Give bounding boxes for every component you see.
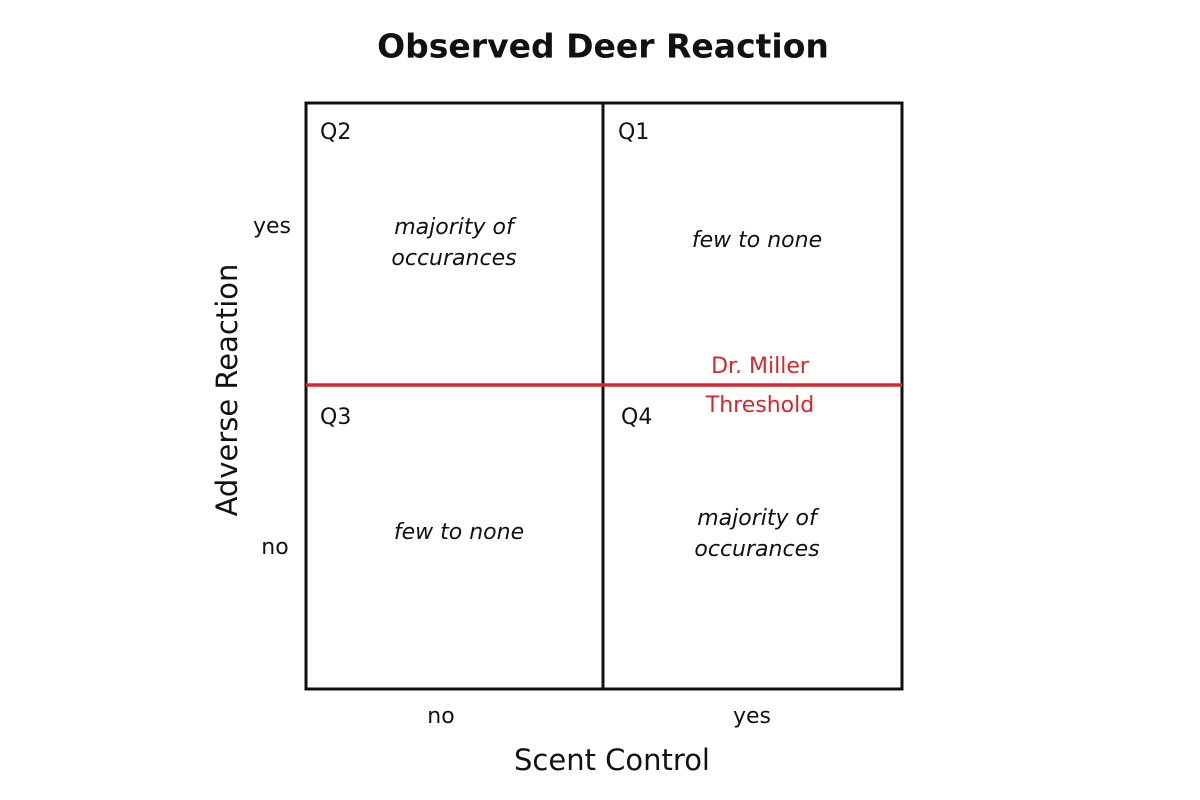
- quadrant-text: majority of: [697, 506, 820, 531]
- x-category: no: [427, 704, 454, 729]
- x-axis-title: Scent Control: [514, 743, 710, 777]
- y-axis-title: Adverse Reaction: [210, 264, 244, 517]
- threshold-label: Dr. Miller: [711, 354, 810, 379]
- y-category: no: [261, 535, 288, 560]
- quadrant-label: Q4: [621, 405, 652, 430]
- title: Observed Deer Reaction: [377, 27, 829, 66]
- x-category: yes: [733, 704, 771, 729]
- quadrant-label: Q3: [320, 405, 351, 430]
- quadrant-text: occurances: [391, 246, 516, 271]
- quadrant-text: few to none: [394, 520, 524, 545]
- quadrant-text: few to none: [692, 228, 822, 253]
- quadrant-label: Q2: [320, 120, 351, 145]
- quadrant-label: Q1: [618, 120, 649, 145]
- quadrant-text: occurances: [694, 537, 819, 562]
- y-category: yes: [253, 214, 291, 239]
- threshold-label: Threshold: [705, 393, 814, 418]
- quadrant-text: majority of: [394, 215, 517, 240]
